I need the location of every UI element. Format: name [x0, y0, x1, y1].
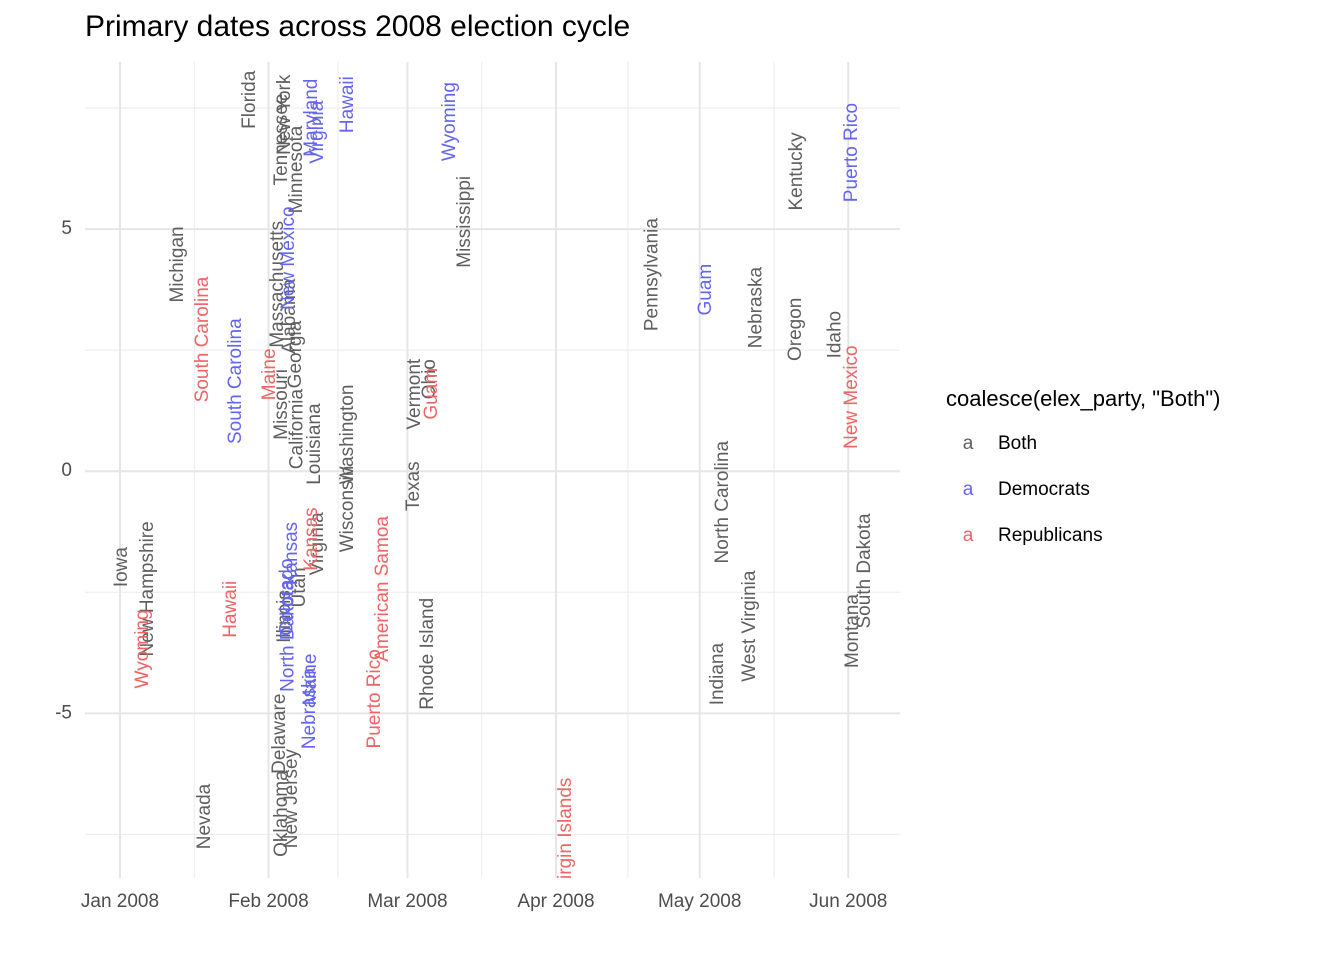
- point-label: Wyoming: [439, 82, 460, 161]
- point-label: Idaho: [824, 311, 845, 359]
- point-label: Missouri: [271, 369, 292, 440]
- x-tick-label: Jun 2008: [809, 891, 887, 912]
- point-label: Colorado: [277, 559, 298, 636]
- legend-label: Both: [998, 433, 1037, 454]
- point-label: Nevada: [194, 783, 215, 849]
- point-label: Guam: [421, 368, 442, 420]
- point-label: Indiana: [707, 643, 728, 706]
- legend-key: a: [963, 479, 974, 500]
- x-tick-label: Jan 2008: [81, 891, 159, 912]
- point-label: Virginia: [307, 512, 328, 575]
- point-label: Minnesota: [286, 125, 307, 213]
- point-label: New Hampshire: [137, 521, 158, 656]
- x-tick-label: Mar 2008: [367, 891, 447, 912]
- point-label: North Dakota: [278, 579, 299, 691]
- point-label: North Carolina: [712, 441, 733, 564]
- point-label: Pennsylvania: [641, 218, 662, 331]
- y-tick-label: -5: [55, 702, 72, 723]
- point-label: Michigan: [167, 226, 188, 302]
- point-label: Oklahoma: [271, 770, 292, 857]
- point-label: Maine: [300, 654, 321, 706]
- point-label: Georgia: [285, 320, 306, 388]
- point-label: New Jersey: [281, 748, 302, 848]
- point-label: Hawaii: [337, 76, 358, 133]
- point-label: Illinois: [274, 590, 295, 643]
- x-tick-label: Feb 2008: [228, 891, 308, 912]
- point-label: Vermont: [404, 358, 425, 429]
- point-label: Maryland: [301, 79, 322, 157]
- point-label: Iowa: [111, 547, 132, 588]
- point-label: Oregon: [785, 298, 806, 361]
- point-label: Puerto Rico: [364, 649, 385, 748]
- point-label: Nebraska: [745, 266, 766, 348]
- point-label: Alabama: [279, 278, 300, 353]
- point-label: New Mexico: [278, 206, 299, 309]
- point-label: Montana: [842, 594, 863, 668]
- point-label: Hawaii: [220, 581, 241, 638]
- point-label: South Carolina: [192, 276, 213, 402]
- point-label: Ohio: [419, 359, 440, 399]
- point-label: Nebraska: [299, 667, 320, 749]
- point-label: Washington: [337, 385, 358, 485]
- legend-key: a: [963, 525, 974, 546]
- point-label: Virgin Islands: [555, 778, 576, 892]
- point-label: South Dakota: [854, 513, 875, 629]
- panel: Iowa New Hampshire Michigan Nevada Florida Te…: [111, 70, 875, 892]
- point-label: South Carolina: [225, 318, 246, 444]
- point-label: Wyoming: [132, 609, 153, 688]
- point-label: Florida: [239, 70, 260, 129]
- x-tick-label: May 2008: [658, 891, 741, 912]
- point-label: Texas: [403, 461, 424, 511]
- point-label: Mississippi: [454, 176, 475, 268]
- legend-label: Republicans: [998, 525, 1103, 546]
- point-label: West Virginia: [739, 570, 760, 682]
- point-label: Tennessee: [271, 94, 292, 186]
- point-label: Utah: [289, 567, 310, 607]
- grid: [85, 62, 900, 878]
- point-label: New York: [274, 74, 295, 155]
- legend-title: coalesce(elex_party, "Both"): [946, 386, 1220, 411]
- point-label: Massachusetts: [267, 221, 288, 348]
- legend-key: a: [963, 433, 974, 454]
- point-label: Virginia: [307, 100, 328, 163]
- point-label: New Mexico: [841, 345, 862, 448]
- y-tick-label: 5: [61, 218, 72, 239]
- x-tick-label: Apr 2008: [517, 891, 594, 912]
- point-label: American Samoa: [372, 516, 393, 662]
- point-label: Rhode Island: [417, 598, 438, 710]
- point-label: Delaware: [269, 694, 290, 774]
- point-label: Wisconsin: [337, 466, 358, 553]
- y-tick-label: 0: [61, 460, 72, 481]
- legend-label: Democrats: [998, 479, 1090, 500]
- point-label: Puerto Rico: [841, 103, 862, 202]
- point-label: Louisiana: [304, 403, 325, 485]
- point-label: Kansas: [301, 507, 322, 570]
- point-label: Kansas: [281, 522, 302, 585]
- point-label: Maine: [259, 348, 280, 400]
- chart-title: Primary dates across 2008 election cycle: [85, 10, 630, 43]
- point-label: Guam: [695, 264, 716, 316]
- point-label: California: [286, 389, 307, 470]
- point-label: Kentucky: [786, 132, 807, 211]
